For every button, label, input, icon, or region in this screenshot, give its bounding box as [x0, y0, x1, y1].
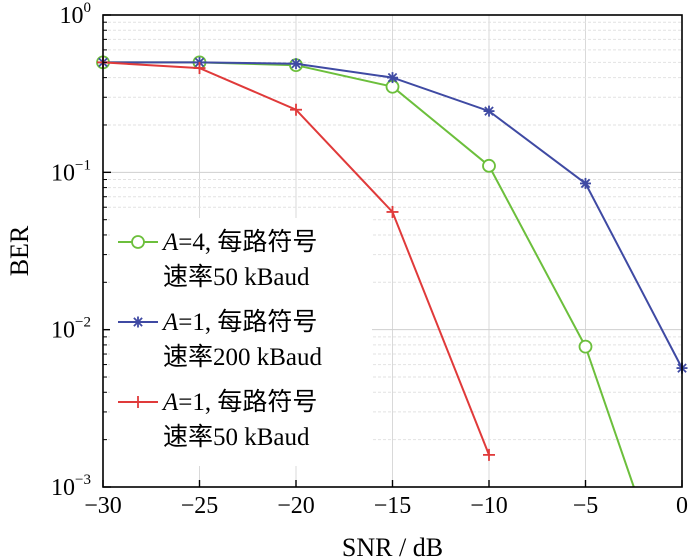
y-axis-label: BER [5, 225, 34, 276]
data-point-marker [483, 448, 495, 461]
x-tick-label: −20 [277, 493, 315, 519]
legend-label-rest: =1, 每路符号 [178, 388, 317, 416]
marker-stroke [133, 317, 143, 327]
x-axis-label: SNR / dB [342, 533, 443, 559]
legend-variable: A [161, 229, 179, 256]
legend-variable: A [161, 309, 179, 336]
legend-label: A=4, 每路符号 [161, 228, 317, 256]
data-point-marker [483, 105, 495, 117]
x-tick-label: −15 [374, 493, 412, 519]
marker-stroke [387, 72, 398, 83]
marker-stroke [484, 106, 494, 116]
y-tick-label: 100 [60, 0, 92, 29]
data-point-marker [132, 396, 144, 408]
legend-label-line2: 速率50 kBaud [163, 263, 310, 291]
data-point-marker [290, 58, 302, 70]
y-tick-label: 10−3 [51, 472, 91, 501]
data-point-marker [578, 339, 593, 354]
tick-layer: −30 −25 −20 −15 −10 −5 0 100 10−1 10−2 10−3 [51, 0, 688, 519]
marker-stroke [580, 178, 591, 189]
legend-label-rest: =4, 每路符号 [178, 228, 317, 256]
series-layer [96, 55, 688, 487]
y-tick-label: 10−1 [51, 157, 91, 186]
marker-stroke [291, 58, 301, 69]
data-point-marker [580, 177, 591, 189]
data-point-marker [131, 235, 145, 249]
y-tick-label: 10−2 [51, 315, 91, 344]
legend-label-line2: 速率50 kBaud [163, 423, 310, 451]
x-tick-label: −10 [470, 493, 508, 519]
data-point-marker [290, 103, 302, 116]
data-point-marker [386, 205, 399, 218]
legend-label-line2: 速率200 kBaud [163, 343, 323, 371]
legend-label: A=1, 每路符号 [161, 308, 317, 336]
x-tick-label: 0 [676, 493, 688, 519]
legend-label-rest: =1, 每路符号 [178, 308, 317, 336]
data-point-marker [132, 316, 144, 328]
x-tick-label: −5 [573, 493, 599, 519]
x-tick-label: −30 [84, 493, 122, 519]
legend-box [110, 218, 372, 466]
data-point-marker [482, 158, 496, 173]
legend-variable: A [161, 389, 179, 416]
data-point-marker [387, 72, 398, 84]
legend-label: A=1, 每路符号 [161, 388, 317, 416]
x-tick-label: −25 [181, 493, 219, 519]
data-point-marker [193, 62, 206, 75]
